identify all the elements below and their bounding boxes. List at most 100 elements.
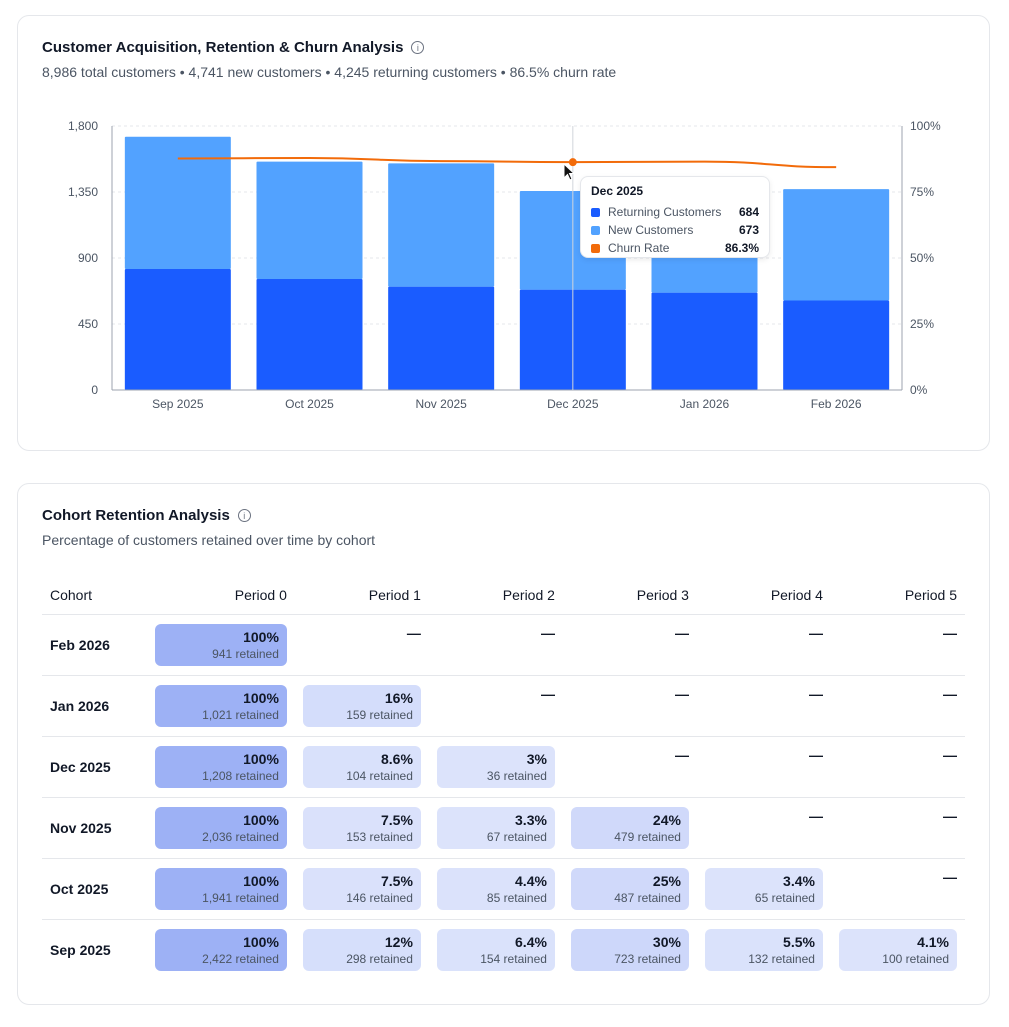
empty-cell-dash: — [674,746,689,763]
tooltip-label: Churn Rate [608,241,670,255]
retained-count: 65 retained [754,890,815,905]
acquisition-title: Customer Acquisition, Retention & Churn … [42,39,404,56]
cohort-label: Sep 2025 [50,941,111,958]
retention-cell: 4.4% 85 retained [428,858,563,920]
tooltip-value: 684 [738,205,759,219]
tooltip-title: Dec 2025 [591,184,644,198]
retention-cell: 5.5% 132 retained [697,919,831,980]
chart-tooltip: Dec 2025 Returning Customers 684 New Cust… [580,176,770,258]
retention-cell: — [830,614,965,676]
info-icon[interactable]: i [411,41,425,54]
empty-cell-dash: — [943,624,957,641]
bar-returning-customers [388,286,495,390]
bar-new-customers [783,189,890,301]
retained-count: 159 retained [346,707,413,722]
y-tick-label: 1,800 [68,119,98,133]
table-header-row: Cohort Period 0 Period 1 Period 2 Period 3 Pe… [42,577,965,615]
retained-count: 298 retained [346,951,413,966]
retained-count: 154 retained [480,951,547,966]
mouse-cursor-icon [563,163,576,181]
retained-count: 104 retained [346,768,413,783]
retained-count: 2,036 retained [202,829,279,844]
retained-count: 479 retained [614,829,681,844]
cohort-label: Oct 2025 [42,858,146,920]
table-row: Oct 2025 100% 1,941 retained 7.5% 146 retain… [42,858,965,920]
empty-cell-dash: — [943,685,957,702]
empty-cell-dash: — [943,807,957,824]
retention-cell: 12% 298 retained [295,919,429,980]
retained-count: 1,021 retained [202,707,279,722]
cohort-label: Jan 2026 [42,675,146,737]
table-row: Jan 2026 100% 1,021 retained 16% 159 retaine… [42,675,965,737]
churn-rate-line [177,156,837,169]
retention-percent: 3% [526,750,547,767]
empty-cell-dash: — [674,685,689,702]
retention-cell: 3.3% 67 retained [428,797,563,859]
tooltip-row-new: New Customers 673 [591,221,759,239]
retention-cell: — [294,614,429,676]
retention-percent: 4.1% [917,933,949,950]
retention-cell: 16% 159 retained [294,675,429,737]
y-tick-label: 450 [78,317,98,331]
retention-chip: 4.1% 100 retained [839,928,957,971]
retained-count: 153 retained [346,829,413,844]
retention-chip: 3.3% 67 retained [436,806,555,849]
column-header: Period 1 [294,577,429,615]
cohort-title-row: Cohort Retention Analysis i [42,507,251,524]
retention-chip: 100% 2,036 retained [154,806,287,849]
y2-tick-label: 25% [910,317,934,331]
retention-chip: 100% 941 retained [154,623,287,666]
x-tick-label: Feb 2026 [811,397,862,411]
table-row: Sep 2025 100% 2,422 retained 12% 298 retaine… [42,919,965,980]
empty-cell-dash: — [540,624,555,641]
retention-chip: 24% 479 retained [570,806,689,849]
bar-new-customers [256,161,363,279]
empty-cell-dash: — [540,685,555,702]
retention-percent: 100% [243,750,279,767]
retention-cell: 100% 1,021 retained [146,675,295,737]
retention-percent: 3.4% [783,872,815,889]
retention-cell: — [830,858,965,920]
retained-count: 2,422 retained [202,951,279,966]
retention-chip: 100% 2,422 retained [154,928,287,971]
acquisition-chart: 0 450 900 1,350 1,800 0% 25% 50% 75% 100% Sep 2025… [68,119,941,411]
retention-cell: — [830,675,965,737]
retention-chip: 100% 1,208 retained [154,745,287,788]
retention-chip: 6.4% 154 retained [436,928,555,971]
x-tick-label: Jan 2026 [680,397,730,411]
y-tick-label: 0 [91,383,98,397]
y-tick-label: 1,350 [68,185,98,199]
column-header: Period 0 [146,577,295,615]
retention-percent: 5.5% [783,933,815,950]
retention-cell: — [696,736,831,798]
retained-count: 85 retained [486,890,547,905]
y2-tick-label: 0% [910,383,928,397]
retained-count: 100 retained [882,951,949,966]
x-tick-label: Dec 2025 [547,397,599,411]
cohort-title: Cohort Retention Analysis [42,507,230,524]
retention-cell: — [830,736,965,798]
table-row: Nov 2025 100% 2,036 retained 7.5% 153 retain… [42,797,965,859]
retention-percent: 4.4% [515,872,547,889]
empty-cell-dash: — [406,624,421,641]
bar-returning-customers [256,278,363,390]
retention-percent: 30% [652,933,681,950]
bar-returning-customers [783,300,890,390]
table-row: Dec 2025 100% 1,208 retained 8.6% 104 retain… [42,736,965,798]
retention-percent: 100% [243,872,279,889]
bar-new-customers [124,136,231,269]
retention-cell: — [428,675,563,737]
new-swatch [591,225,600,235]
retained-count: 941 retained [212,646,279,661]
retention-cell: 3.4% 65 retained [696,858,831,920]
info-icon[interactable]: i [237,509,251,522]
y2-tick-label: 50% [910,251,934,265]
retention-percent: 8.6% [381,750,413,767]
retention-chip: 3.4% 65 retained [704,867,823,910]
empty-cell-dash: — [808,624,823,641]
retention-chip: 7.5% 153 retained [302,806,421,849]
retention-cell: — [562,675,697,737]
retention-cell: 30% 723 retained [563,919,697,980]
retention-chip: 30% 723 retained [570,928,689,971]
churn-active-point [568,158,577,167]
